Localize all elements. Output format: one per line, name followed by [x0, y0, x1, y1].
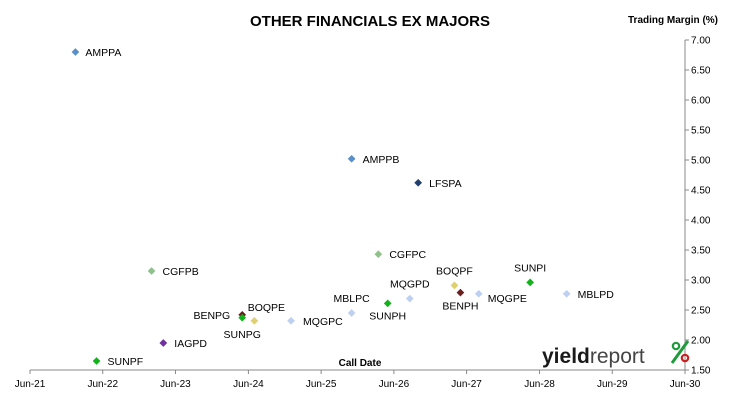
logo-yield-text: yield — [542, 345, 590, 368]
yieldreport-logo: yieldreport — [542, 340, 690, 368]
point-label-cgfpb: CGFPB — [163, 266, 199, 278]
y-tick-label: 5.00 — [691, 156, 711, 167]
point-marker-mblpd — [562, 289, 571, 298]
point-label-benpg: BENPG — [193, 310, 230, 322]
x-tick-label: Jun-27 — [451, 379, 482, 390]
x-tick-label: Jun-24 — [233, 379, 264, 390]
y-tick-label: 3.00 — [691, 276, 711, 287]
logo-percent-symbol — [670, 340, 690, 364]
point-label-mqgpe: MQGPE — [488, 293, 527, 305]
point-label-boqpf: BOQPF — [436, 265, 473, 277]
x-tick-label: Jun-25 — [306, 379, 337, 390]
point-marker-mblpc — [347, 309, 356, 317]
logo-report-text: report — [590, 345, 645, 368]
axes: 1.50 2.00 2.50 3.00 3.50 4.00 4.50 5.00 5.50 6.00… — [15, 36, 711, 391]
y-tick-label: 7.00 — [691, 36, 711, 47]
y-tick-label: 3.50 — [691, 246, 711, 257]
x-tick-label: Jun-29 — [597, 379, 628, 390]
point-marker-cgfpb — [147, 267, 156, 275]
percent-top-circle — [671, 341, 681, 351]
x-tick-label: Jun-22 — [87, 379, 118, 390]
point-label-lfspa: LFSPA — [429, 178, 461, 190]
y-tick-label: 5.50 — [691, 126, 711, 137]
percent-slash — [670, 340, 690, 364]
point-marker-sunpf — [92, 357, 101, 365]
data-points: AMPPA AMPPB LFSPA CGFPC CGFPB SUNPI BOQPF MQGPD… — [71, 47, 615, 368]
point-label-mblpd: MBLPD — [578, 289, 615, 301]
point-marker-amppb — [347, 154, 356, 163]
chart-title: OTHER FINANCIALS EX MAJORS — [250, 13, 490, 30]
y-tick-label: 4.00 — [691, 216, 711, 227]
point-marker-lfspa — [414, 178, 423, 187]
point-label-amppb: AMPPB — [363, 154, 400, 166]
y-tick-label: 1.50 — [691, 366, 711, 377]
percent-bottom-circle — [680, 353, 690, 363]
x-tick-label: Jun-21 — [15, 379, 46, 390]
point-label-sunpf: SUNPF — [108, 356, 144, 368]
logo-text: yieldreport — [542, 345, 645, 368]
point-label-sunph: SUNPH — [369, 310, 406, 322]
point-label-mqgpc: MQGPC — [303, 316, 343, 328]
point-label-boqpe: BOQPE — [248, 302, 285, 314]
point-label-sunpg: SUNPG — [224, 329, 261, 341]
point-label-mblpc: MBLPC — [334, 293, 371, 305]
point-marker-sunph — [383, 299, 392, 308]
x-axis-title: Call Date — [339, 358, 382, 369]
point-marker-mqgpe — [474, 289, 483, 298]
x-tick-label: Jun-30 — [670, 379, 701, 390]
point-marker-benph — [456, 288, 465, 297]
point-marker-iagpd — [159, 339, 168, 347]
y-tick-label: 2.50 — [691, 306, 711, 317]
point-label-iagpd: IAGPD — [174, 338, 207, 350]
y-tick-label: 4.50 — [691, 186, 711, 197]
point-label-mqgpd: MQGPD — [390, 279, 430, 291]
point-marker-amppa — [71, 48, 80, 56]
y-tick-label: 6.50 — [691, 66, 711, 77]
x-tick-label: Jun-23 — [160, 379, 191, 390]
point-marker-mqgpd — [405, 294, 414, 303]
x-tick-label: Jun-28 — [524, 379, 555, 390]
point-label-benph: BENPH — [442, 301, 478, 313]
y-tick-label: 2.00 — [691, 336, 711, 347]
point-marker-cgfpc — [374, 250, 383, 259]
point-marker-boqpe — [250, 316, 259, 325]
point-label-cgfpc: CGFPC — [389, 249, 426, 261]
point-marker-boqpf — [450, 281, 459, 290]
point-label-amppa: AMPPA — [85, 47, 121, 59]
point-label-sunpi: SUNPI — [514, 262, 546, 274]
x-tick-label: Jun-26 — [379, 379, 410, 390]
point-marker-mqgpc — [287, 316, 295, 325]
point-marker-sunpg — [238, 313, 247, 322]
y-tick-label: 6.00 — [691, 96, 711, 107]
y-axis-title: Trading Margin (%) — [628, 15, 718, 26]
point-marker-sunpi — [526, 278, 535, 287]
